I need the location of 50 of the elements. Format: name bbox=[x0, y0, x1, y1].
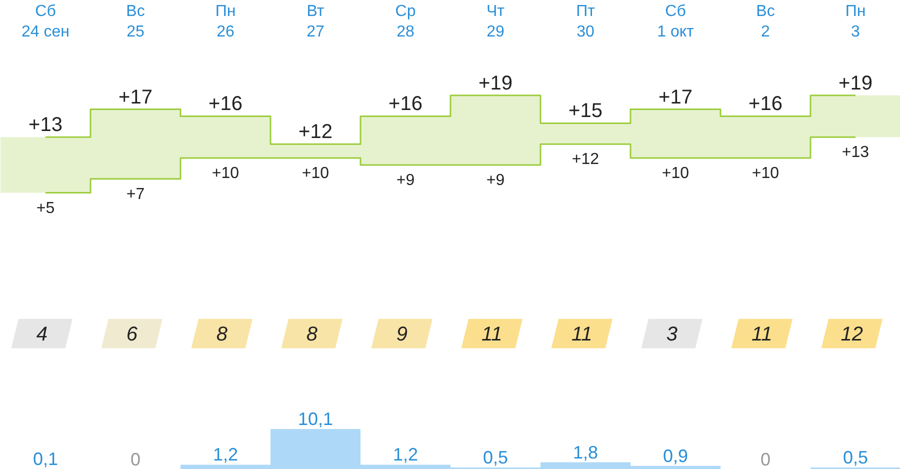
data-label: 3 bbox=[666, 324, 678, 346]
data-label: +10 bbox=[302, 164, 330, 182]
data-label: 8 bbox=[306, 324, 318, 346]
data-label: 1,2 bbox=[392, 444, 418, 465]
data-label: 0,5 bbox=[842, 447, 868, 468]
data-label: 0,9 bbox=[662, 446, 688, 466]
data-label: 6 bbox=[126, 324, 138, 346]
x-tick-label: Вт 27 bbox=[306, 3, 325, 40]
data-label: +19 bbox=[838, 72, 872, 94]
data-label: 1,8 bbox=[572, 442, 598, 462]
data-label: +10 bbox=[212, 164, 240, 182]
data-label: +16 bbox=[208, 93, 242, 116]
x-tick-label: Пн 26 bbox=[215, 3, 236, 40]
x-tick-label: Пн 3 bbox=[845, 3, 866, 40]
data-label: +19 bbox=[478, 72, 512, 94]
data-label: +13 bbox=[842, 144, 870, 162]
data-label: 11 bbox=[572, 324, 592, 346]
data-label: +16 bbox=[748, 93, 782, 116]
data-label: +16 bbox=[388, 93, 422, 116]
data-label: +9 bbox=[486, 172, 505, 189]
data-label: 12 bbox=[840, 324, 864, 346]
data-label: +10 bbox=[662, 164, 690, 182]
data-label: 0,1 bbox=[32, 449, 58, 469]
x-tick-label: Ср 28 bbox=[395, 3, 416, 40]
x-tick-label: Вс 25 bbox=[126, 3, 145, 40]
data-label: +5 bbox=[36, 200, 55, 217]
data-label: 1,2 bbox=[212, 444, 238, 465]
data-label: 4 bbox=[36, 324, 48, 346]
data-label: +17 bbox=[658, 86, 692, 108]
data-label: 0 bbox=[130, 450, 141, 469]
data-label: 0,5 bbox=[482, 447, 508, 468]
data-label: +15 bbox=[568, 100, 602, 122]
x-tick-label: Чт 29 bbox=[486, 3, 506, 40]
data-label: +10 bbox=[752, 164, 780, 182]
data-label: 11 bbox=[482, 324, 502, 346]
data-label: +17 bbox=[118, 86, 152, 108]
data-label: +13 bbox=[28, 114, 62, 136]
data-label: 0 bbox=[760, 450, 771, 469]
data-label: 11 bbox=[752, 324, 772, 346]
data-label: +7 bbox=[126, 186, 145, 203]
data-label: +9 bbox=[396, 172, 415, 189]
data-label: 9 bbox=[396, 324, 408, 346]
data-label: +12 bbox=[298, 121, 332, 144]
x-tick-label: Сб 1 окт bbox=[657, 3, 695, 40]
x-tick-label: Вс 2 bbox=[756, 3, 775, 40]
data-label: 8 bbox=[216, 324, 228, 346]
x-tick-label: Сб 24 сен bbox=[22, 3, 70, 40]
data-label: 10,1 bbox=[298, 409, 334, 430]
data-label: +12 bbox=[572, 151, 600, 168]
x-tick-label: Пт 30 bbox=[576, 3, 596, 40]
